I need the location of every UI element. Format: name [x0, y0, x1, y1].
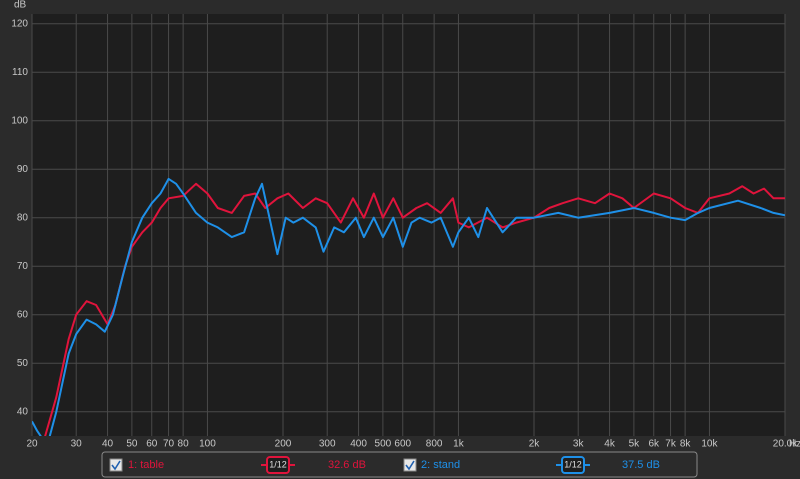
curves [32, 177, 785, 436]
x-tick-label: 600 [394, 439, 411, 450]
x-tick-label: 3k [573, 439, 585, 450]
x-tick-label: 5k [629, 439, 641, 450]
x-tick-label: 2k [529, 439, 541, 450]
legend [101, 451, 698, 478]
checkmark [405, 460, 415, 471]
x-tick-label: 100 [199, 439, 216, 450]
x-tick-label: 200 [275, 439, 292, 450]
x-tick-label: 40 [102, 439, 114, 450]
x-tick-label: 50 [126, 439, 138, 450]
curve [32, 177, 785, 436]
x-tick-label: 1k [453, 439, 465, 450]
y-tick-label: 80 [17, 212, 29, 223]
legend-label: 1: table [128, 459, 164, 471]
curve [44, 182, 785, 436]
x-tick-label: 10k [701, 439, 718, 450]
x-tick-label: 6k [648, 439, 660, 450]
legend-label: 2: stand [421, 459, 460, 471]
y-tick-label: 50 [17, 358, 29, 369]
y-tick-label: 110 [12, 67, 28, 78]
legend-items: 1: table 1/12 32.6 dB 2: stand 1/12 37.5 dB [109, 456, 660, 474]
smoothing-label: 1/12 [564, 459, 582, 469]
x-tick-label: 60 [146, 439, 158, 450]
y-tick-label: 70 [17, 261, 29, 272]
x-tick-label: 4k [604, 439, 616, 450]
checkmark [111, 460, 121, 471]
x-tick-label: 8k [680, 439, 692, 450]
x-tick-label: 30 [71, 439, 83, 450]
x-tick-label: 7k [665, 439, 677, 450]
x-tick-label: 500 [375, 439, 392, 450]
y-tick-label: 60 [17, 309, 29, 320]
smoothing-label: 1/12 [269, 459, 287, 469]
y-tick-label: 90 [17, 164, 29, 175]
smoothing-button[interactable] [561, 456, 585, 474]
offset-label: 37.5 dB [622, 459, 660, 471]
y-tick-label: 40 [17, 406, 29, 417]
checkbox[interactable] [109, 458, 123, 472]
x-tick-label: 400 [350, 439, 367, 450]
smoothing-button[interactable] [266, 456, 290, 474]
x-tick-label: 800 [426, 439, 443, 450]
x-tick-label: 20 [26, 439, 38, 450]
checkbox[interactable] [403, 458, 417, 472]
y-tick-label: 120 [11, 18, 28, 29]
plot-area [32, 14, 785, 436]
offset-label: 32.6 dB [328, 459, 366, 471]
x-tick-label: 80 [178, 439, 190, 450]
y-axis-label: dB [14, 0, 27, 11]
x-tick-label: 20.0k [773, 439, 798, 450]
x-tick-label: 70 [163, 439, 175, 450]
x-tick-label: 300 [319, 439, 336, 450]
y-tick-label: 100 [11, 115, 28, 126]
x-axis-label: Hz [789, 439, 800, 450]
